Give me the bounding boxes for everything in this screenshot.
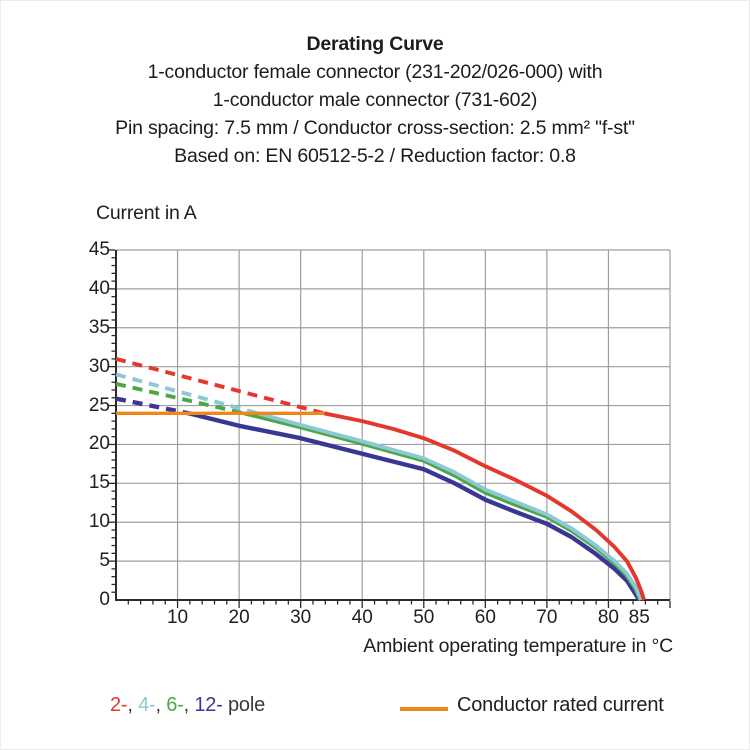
x-tick-label: 60 [474,607,496,628]
x-tick-label: 50 [413,607,435,628]
x-tick-label: 30 [290,607,312,628]
chart-subtitle-line-1: 1-conductor female connector (231-202/02… [147,61,603,83]
y-tick-label: 10 [88,511,110,533]
chart-subtitle-line-2: 1-conductor male connector (731-602) [212,89,538,111]
legend-pole-6: 6- [166,694,184,716]
x-tick-label: 20 [228,607,250,628]
chart-subtitle-line-4: Based on: EN 60512-5-2 / Reduction facto… [174,145,576,167]
curve-6-pole-dashed [115,381,245,416]
curve-12-pole [188,411,642,602]
x-tick-label: 70 [536,607,558,628]
chart-header: Derating Curve 1-conductor female connec… [0,30,750,170]
chart-title: Derating Curve [306,33,444,55]
x-axis-title: Ambient operating temperature in °C [363,635,673,657]
legend-pole-4: 4- [138,694,156,716]
y-tick-label: 0 [99,589,110,610]
curve-2-pole [323,411,646,601]
x-tick-label: 80 [597,607,619,628]
y-tick-label: 35 [88,316,110,338]
y-tick-label: 45 [88,239,110,260]
curve-12-pole-dashed [115,396,190,416]
curve-6-pole [243,411,643,601]
legend-pole-2: 2- [110,694,128,716]
chart-subtitle-line-3: Pin spacing: 7.5 mm / Conductor cross-se… [115,117,635,139]
x-tick-label: 40 [351,607,373,628]
y-tick-label: 40 [88,277,110,299]
y-axis-title: Current in A [96,202,197,224]
y-tick-label: 25 [88,394,110,416]
legend-pole-suffix: pole [222,694,266,716]
legend-separator: , [183,694,195,716]
x-tick-label: 10 [166,607,189,628]
legend-separator: , [155,694,167,716]
legend-pole-12: 12- [194,694,223,716]
y-tick-label: 5 [99,550,110,572]
y-tick-label: 30 [88,355,110,377]
y-tick-label: 15 [88,472,110,494]
curve-2-pole-dashed [115,357,325,416]
curve-4-pole-dashed [115,372,259,416]
y-tick-label: 20 [88,433,110,455]
pole-count-legend: 2-, 4-, 6-, 12- pole [110,694,265,717]
rated-current-legend-label: Conductor rated current [457,694,664,716]
rated-current-legend-swatch [400,707,448,711]
legend-separator: , [127,694,139,716]
curve-4-pole [257,411,643,601]
x-tick-label: 85 [628,607,650,628]
